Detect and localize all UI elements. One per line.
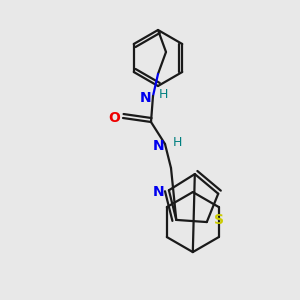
Text: N: N bbox=[153, 139, 165, 153]
Text: O: O bbox=[108, 111, 120, 125]
Text: N: N bbox=[140, 91, 152, 105]
Text: H: H bbox=[172, 136, 182, 148]
Text: S: S bbox=[214, 213, 224, 227]
Text: N: N bbox=[153, 185, 165, 199]
Text: H: H bbox=[158, 88, 168, 100]
